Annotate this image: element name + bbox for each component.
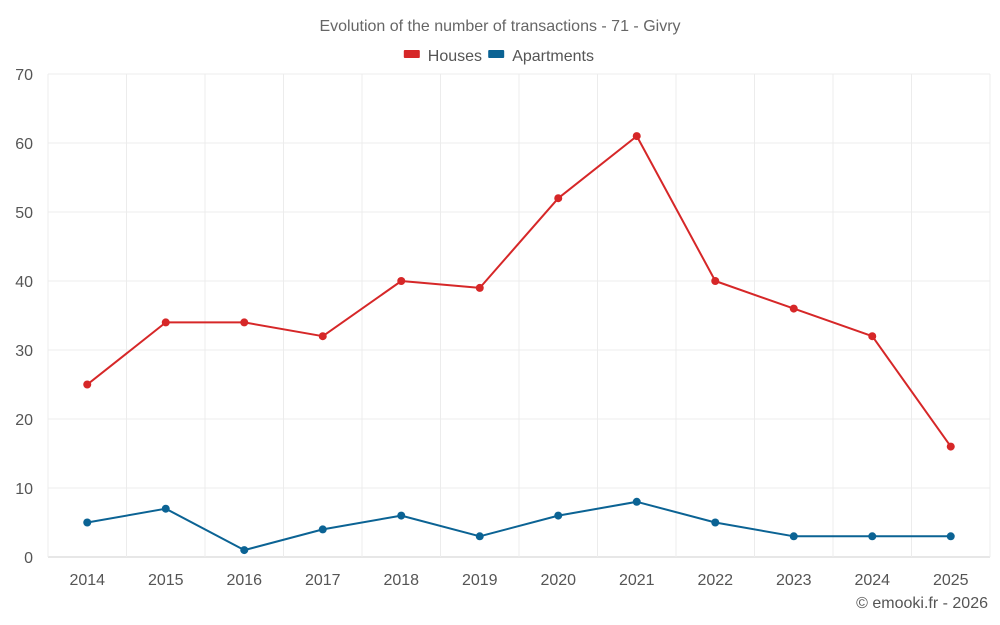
y-tick-label: 70 (15, 67, 33, 84)
y-tick-label: 20 (15, 412, 33, 429)
data-point-apartments (868, 532, 877, 541)
x-tick-label: 2022 (697, 572, 733, 589)
data-point-houses (868, 332, 877, 341)
chart-title: Evolution of the number of transactions … (319, 18, 680, 35)
data-point-houses (789, 304, 798, 313)
x-tick-label: 2025 (933, 572, 969, 589)
x-tick-label: 2014 (69, 572, 105, 589)
x-tick-label: 2017 (305, 572, 341, 589)
data-point-houses (946, 442, 955, 451)
data-point-apartments (83, 518, 92, 527)
x-tick-label: 2020 (540, 572, 576, 589)
y-tick-label: 0 (24, 550, 33, 567)
data-point-houses (161, 318, 170, 327)
data-point-houses (554, 194, 563, 203)
data-point-apartments (554, 511, 563, 520)
y-tick-label: 10 (15, 481, 33, 498)
y-tick-label: 30 (15, 343, 33, 360)
data-point-apartments (711, 518, 720, 527)
data-point-apartments (318, 525, 327, 534)
y-tick-label: 40 (15, 274, 33, 291)
series-line-apartments (87, 500, 951, 552)
x-tick-label: 2023 (776, 572, 812, 589)
data-point-apartments (632, 497, 641, 506)
data-point-apartments (240, 546, 249, 555)
x-tick-label: 2019 (462, 572, 498, 589)
grid (47, 73, 991, 558)
data-point-apartments (475, 532, 484, 541)
y-tick-label: 60 (15, 136, 33, 153)
legend: Houses Apartments (403, 48, 594, 65)
x-tick-label: 2016 (226, 572, 262, 589)
legend-label-apartments: Apartments (512, 48, 594, 65)
x-tick-label: 2021 (619, 572, 655, 589)
x-tick-label: 2024 (854, 572, 890, 589)
series-line-houses (86, 135, 952, 448)
data-point-apartments (789, 532, 798, 541)
copyright-footer: © emooki.fr - 2026 (856, 595, 988, 612)
data-point-apartments (397, 511, 406, 520)
legend-label-houses: Houses (428, 48, 482, 65)
y-axis: 0 10 20 30 40 50 60 70 (15, 67, 33, 567)
data-point-houses (711, 277, 720, 285)
x-axis: 2014 2015 2016 2017 2018 2019 2020 2021 2022 2023… (69, 572, 968, 589)
data-point-houses (632, 132, 641, 141)
data-point-houses (475, 283, 484, 292)
legend-swatch-apartments (488, 50, 505, 58)
data-point-apartments (161, 504, 170, 513)
x-tick-label: 2015 (148, 572, 184, 589)
y-tick-label: 50 (15, 205, 33, 222)
data-point-apartments (946, 532, 955, 541)
data-point-houses (318, 332, 327, 341)
legend-swatch-houses (403, 50, 420, 58)
series-group (83, 132, 955, 555)
data-point-houses (397, 277, 406, 285)
data-point-houses (83, 380, 92, 389)
x-tick-label: 2018 (383, 572, 419, 589)
data-point-houses (240, 318, 249, 327)
